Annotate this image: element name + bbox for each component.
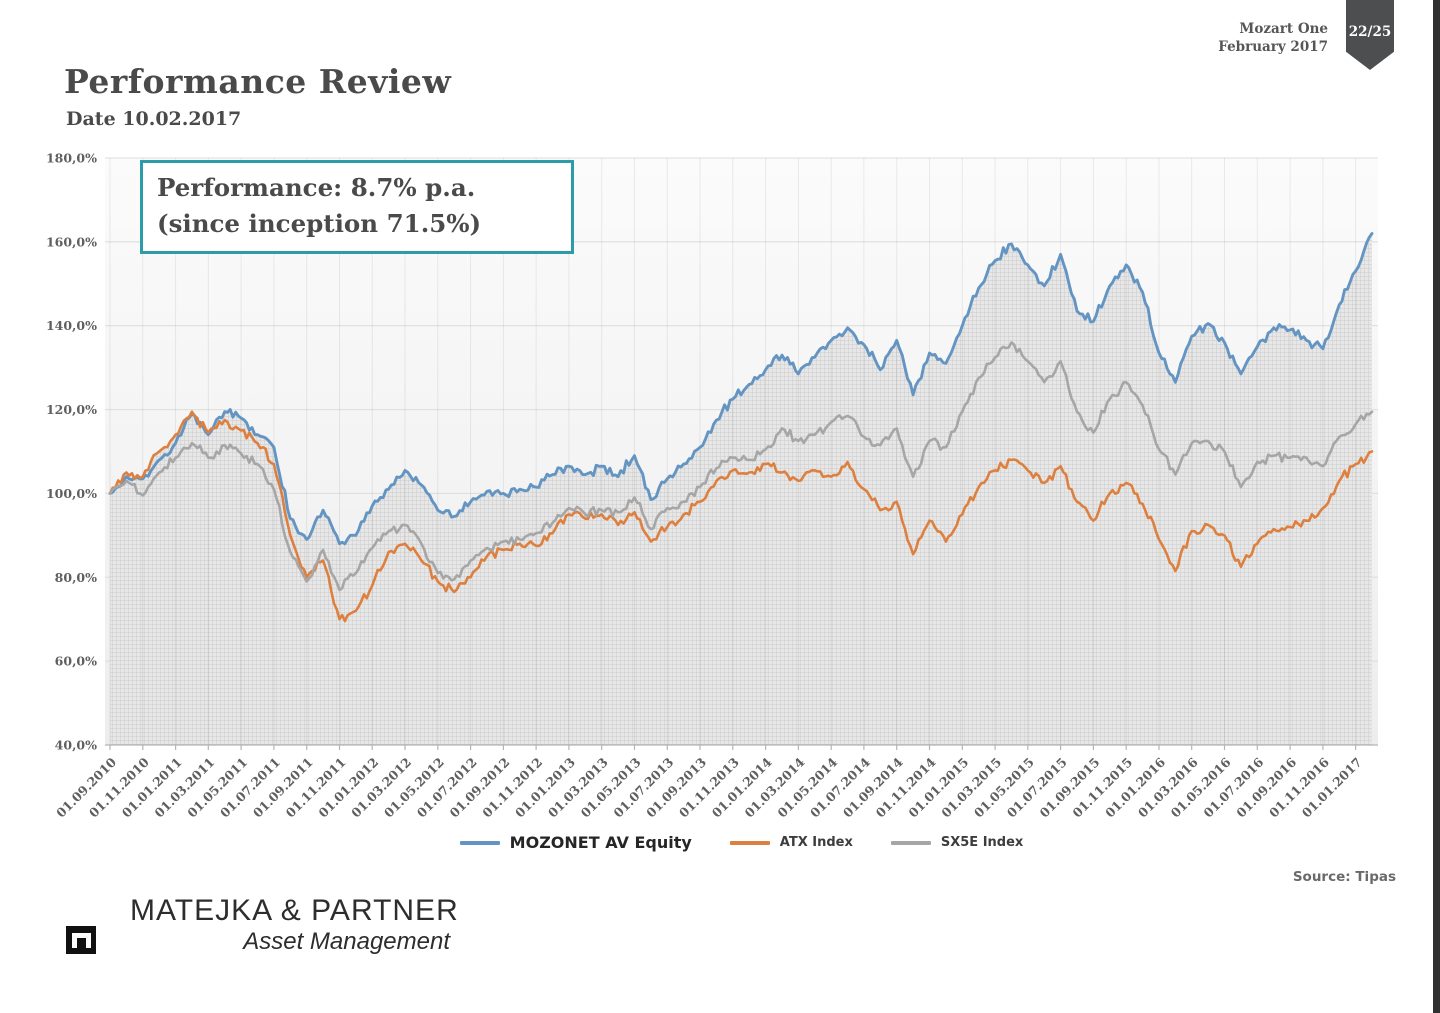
y-tick-label: 40,0%: [55, 738, 97, 753]
logo-company-name: MATEJKA & PARTNER: [130, 894, 459, 927]
performance-callout-box: Performance: 8.7% p.a. (since inception …: [140, 160, 574, 254]
source-note: Source: Tipas: [1292, 869, 1396, 885]
y-tick-label: 100,0%: [46, 486, 97, 501]
y-tick-label: 120,0%: [46, 402, 97, 417]
page-title: Performance Review: [64, 62, 452, 101]
company-logo: MATEJKA & PARTNER Asset Management: [66, 894, 459, 956]
y-tick-label: 180,0%: [46, 151, 97, 166]
y-tick-label: 140,0%: [46, 318, 97, 333]
callout-line1: Performance: 8.7% p.a.: [157, 173, 476, 202]
series-line-0: [108, 232, 1374, 546]
y-tick-label: 80,0%: [55, 570, 97, 585]
legend-swatch-icon: [459, 840, 500, 845]
series-area-2: [110, 342, 1372, 745]
page-subtitle: Date 10.02.2017: [66, 108, 242, 130]
header-product: Mozart One: [1239, 21, 1328, 37]
slide-header: Mozart One February 2017: [1218, 20, 1328, 56]
legend-swatch-icon: [729, 840, 770, 845]
y-tick-label: 60,0%: [55, 654, 97, 669]
logo-tagline: Asset Management: [243, 928, 450, 955]
legend-item-0: MOZONET AV Equity: [459, 833, 692, 852]
right-edge-strip: [1433, 0, 1440, 1013]
legend-label: MOZONET AV Equity: [509, 833, 692, 852]
legend-item-1: ATX Index: [729, 835, 853, 850]
legend-item-2: SX5E Index: [890, 835, 1024, 850]
chart-legend: MOZONET AV Equity ATX Index SX5E Index: [105, 833, 1378, 852]
series-line-1: [108, 410, 1374, 623]
header-date: February 2017: [1218, 39, 1328, 55]
legend-label: SX5E Index: [940, 835, 1024, 850]
legend-swatch-icon: [890, 840, 931, 845]
y-tick-label: 160,0%: [46, 234, 97, 249]
page-number: 22/25: [1348, 24, 1392, 40]
callout-line2: (since inception 71.5%): [157, 209, 482, 238]
series-line-2: [108, 341, 1374, 592]
logo-mark-icon: [66, 926, 96, 954]
legend-label: ATX Index: [779, 835, 853, 850]
